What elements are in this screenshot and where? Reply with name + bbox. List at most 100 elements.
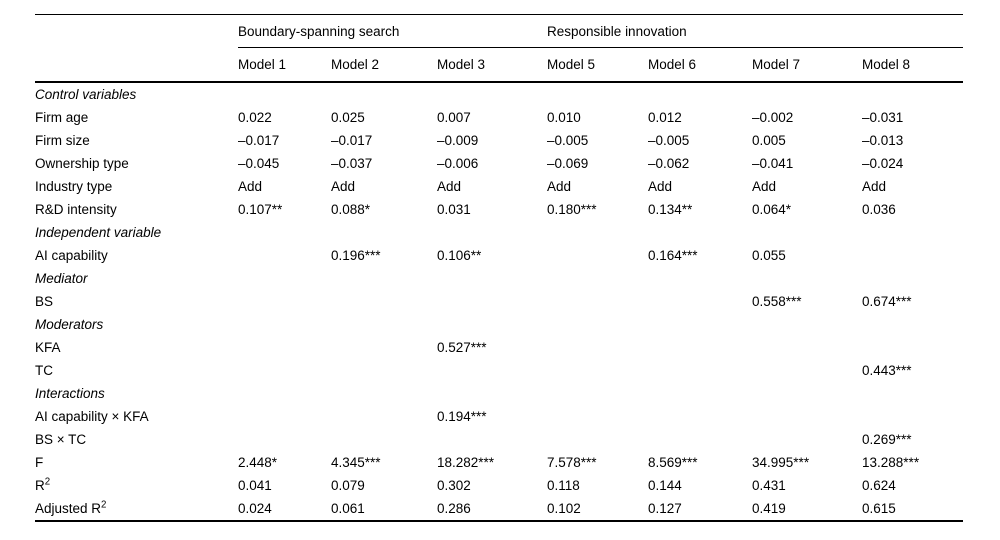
value-cell: 0.055	[752, 248, 786, 263]
table-row: TC 0.443***	[35, 359, 963, 382]
section-label: Independent variable	[35, 225, 162, 240]
value-cell: 0.164***	[648, 248, 698, 263]
row-label: BS × TC	[35, 432, 87, 447]
section-label: Moderators	[35, 317, 104, 332]
value-cell: 8.569***	[648, 455, 698, 470]
value-cell	[547, 428, 648, 451]
value-cell: 0.269***	[862, 432, 912, 447]
value-cell: –0.045	[238, 156, 280, 171]
table-row: F 2.448* 4.345*** 18.282*** 7.578*** 8.569***…	[35, 451, 963, 474]
row-label-header	[35, 47, 238, 83]
value-cell: 0.041	[238, 478, 272, 493]
row-label: Firm age	[35, 110, 89, 125]
value-cell: 0.031	[437, 202, 471, 217]
section-row: Interactions	[35, 382, 963, 405]
row-label: R&D intensity	[35, 202, 117, 217]
value-cell: 0.286	[437, 501, 471, 516]
column-header-model-7: Model 7	[752, 47, 863, 83]
value-cell	[648, 336, 752, 359]
value-cell: 0.079	[331, 478, 365, 493]
row-label: BS	[35, 294, 54, 309]
value-cell	[547, 336, 648, 359]
table-row: Firm size –0.017 –0.017 –0.009 –0.005 –0.005 0…	[35, 129, 963, 152]
value-cell: –0.017	[238, 133, 280, 148]
row-label-superscript: 2	[101, 499, 107, 511]
value-cell: 0.118	[547, 478, 580, 493]
regression-table-container: Boundary-spanning search Responsible inn…	[35, 14, 964, 522]
value-cell	[238, 405, 331, 428]
row-label: AI capability × KFA	[35, 409, 149, 424]
value-cell: 0.022	[238, 110, 272, 125]
value-cell: 0.106**	[437, 248, 482, 263]
row-label: AI capability	[35, 248, 108, 263]
section-row: Independent variable	[35, 221, 963, 244]
value-cell: 0.061	[331, 501, 365, 516]
value-cell: 0.527***	[437, 340, 487, 355]
table-body: Control variables Firm age 0.022 0.025 0.007…	[35, 82, 963, 521]
section-label: Control variables	[35, 87, 137, 102]
value-cell: Add	[862, 179, 887, 194]
table-row: Ownership type –0.045 –0.037 –0.006 –0.069 –0…	[35, 152, 963, 175]
table-row: Adjusted R2 0.024 0.061 0.286 0.102 0.127 0.41…	[35, 497, 963, 521]
corner-cell	[35, 14, 238, 48]
value-cell: –0.002	[752, 110, 794, 125]
group-header-responsible-innovation: Responsible innovation	[547, 14, 964, 48]
value-cell: –0.013	[862, 133, 904, 148]
value-cell: 0.036	[862, 202, 896, 217]
value-cell: 0.107**	[238, 202, 283, 217]
column-header-model-8: Model 8	[862, 47, 964, 83]
value-cell: Add	[648, 179, 673, 194]
value-cell: –0.037	[331, 156, 373, 171]
value-cell: 0.419	[752, 501, 786, 516]
value-cell: 0.558***	[752, 294, 802, 309]
column-header-model-3: Model 3	[437, 47, 548, 83]
value-cell: 0.025	[331, 110, 365, 125]
value-cell: Add	[752, 179, 777, 194]
value-cell: 34.995***	[752, 455, 810, 470]
table-row: R&D intensity 0.107** 0.088* 0.031 0.180*** 0…	[35, 198, 963, 221]
value-cell: 18.282***	[437, 455, 495, 470]
value-cell: 0.127	[648, 501, 682, 516]
value-cell: 0.615	[862, 501, 896, 516]
value-cell: –0.005	[648, 133, 690, 148]
value-cell	[862, 244, 963, 267]
table-row: AI capability × KFA 0.194***	[35, 405, 963, 428]
value-cell: 7.578***	[547, 455, 597, 470]
value-cell	[331, 428, 437, 451]
row-label: Firm size	[35, 133, 90, 148]
value-cell: 0.144	[648, 478, 682, 493]
value-cell: 0.134**	[648, 202, 693, 217]
value-cell: Add	[547, 179, 572, 194]
row-label: R2	[35, 476, 51, 493]
group-header-boundary-spanning-search: Boundary-spanning search	[238, 14, 548, 48]
value-cell	[331, 336, 437, 359]
value-cell	[437, 428, 547, 451]
row-label: F	[35, 455, 44, 470]
value-cell: 0.102	[547, 501, 581, 516]
column-header-model-5: Model 5	[547, 47, 649, 83]
table-row: Firm age 0.022 0.025 0.007 0.010 0.012 –0.002 –…	[35, 106, 963, 129]
value-cell	[437, 359, 547, 382]
value-cell: –0.031	[862, 110, 904, 125]
value-cell: 4.345***	[331, 455, 381, 470]
value-cell: –0.017	[331, 133, 373, 148]
row-label: Industry type	[35, 179, 113, 194]
group-header-row: Boundary-spanning search Responsible inn…	[35, 14, 964, 48]
value-cell: Add	[331, 179, 356, 194]
column-header-model-1: Model 1	[238, 47, 331, 83]
value-cell: –0.041	[752, 156, 794, 171]
model-header-row: Model 1 Model 2 Model 3 Model 5 Model 6 …	[35, 47, 964, 83]
value-cell	[238, 290, 331, 313]
section-row: Control variables	[35, 82, 963, 106]
section-row: Moderators	[35, 313, 963, 336]
value-cell: 0.194***	[437, 409, 487, 424]
column-header-model-6: Model 6	[648, 47, 753, 83]
value-cell	[238, 428, 331, 451]
value-cell	[437, 290, 547, 313]
row-label: KFA	[35, 340, 61, 355]
value-cell: Add	[437, 179, 462, 194]
value-cell	[238, 244, 331, 267]
value-cell: 0.674***	[862, 294, 912, 309]
value-cell: 0.431	[752, 478, 786, 493]
